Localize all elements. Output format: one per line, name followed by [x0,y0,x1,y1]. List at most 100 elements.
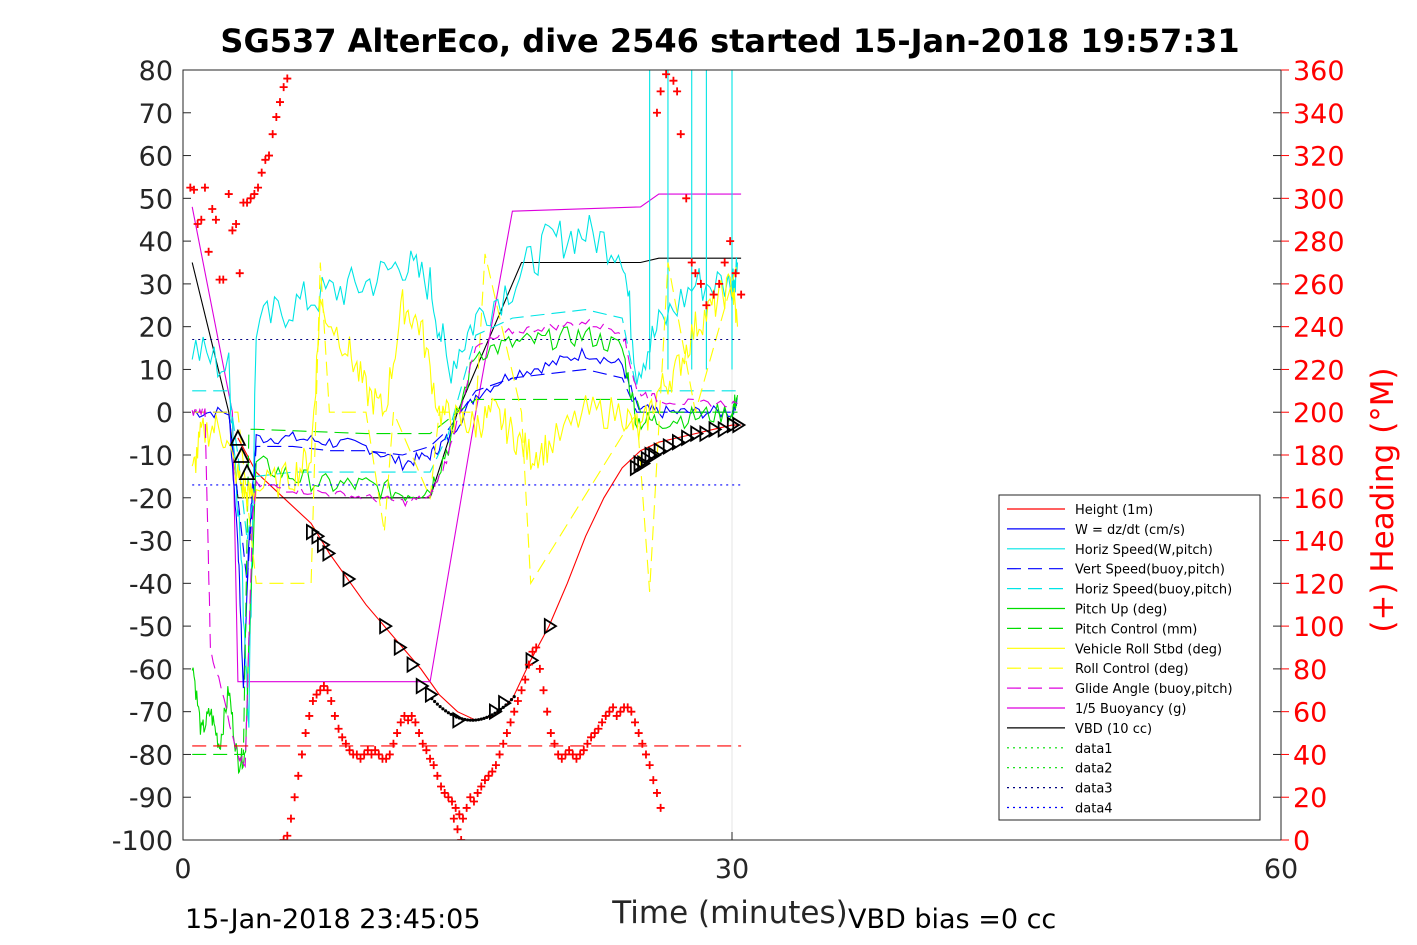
heading-point [224,190,233,199]
heading-point [323,686,332,695]
heading-point [360,750,369,759]
heading-point [444,793,453,802]
depth-marker [488,703,503,721]
left-tick-label: -80 [129,740,173,771]
heading-point [437,782,446,791]
heading-point [453,825,462,834]
series-layer [191,70,742,775]
right-tick-label: 200 [1293,398,1345,429]
heading-point [612,711,621,720]
depth-dot [496,709,500,714]
heading-point [297,750,306,759]
depth-dot [465,718,470,722]
heading-point [491,761,500,770]
heading-point [290,793,299,802]
heading-point [601,711,610,720]
right-tick-label: 100 [1293,612,1345,643]
heading-point [469,797,478,806]
left-tick-label: 20 [139,313,173,344]
heading-point [484,771,493,780]
heading-point [524,660,533,669]
depth-dot [441,707,445,711]
heading-point [449,814,458,823]
depth-marker [543,617,558,635]
depth-marker [406,655,421,674]
left-tick-label: -50 [129,612,173,643]
heading-point [702,301,711,310]
heading-point [638,739,647,748]
heading-point [268,130,277,139]
legend-label: data3 [1075,782,1113,797]
heading-point [367,750,376,759]
heading-point [499,739,508,748]
left-tick-label: 40 [139,227,173,258]
heading-point [422,746,431,755]
heading-point [382,754,391,763]
depth-dot [493,711,497,715]
heading-point [502,729,511,738]
legend-label: Pitch Control (mm) [1075,622,1197,637]
depth-marker [342,570,357,588]
heading-point [433,771,442,780]
depth-marker [322,544,337,563]
heading-point [352,750,361,759]
depth-marker [233,445,251,463]
heading-point [286,814,295,823]
right-tick-label: 260 [1293,270,1345,301]
heading-point [341,739,350,748]
heading-point [356,754,365,763]
heading-point [590,729,599,738]
depth-dot [457,716,461,720]
left-tick-label: -10 [129,441,173,472]
heading-point [415,729,424,738]
heading-point [673,87,682,96]
left-tick-label: -40 [129,569,173,600]
legend-label: Vert Speed(buoy,pitch) [1075,563,1225,578]
heading-point [312,690,321,699]
depth-dot [446,711,450,715]
depth-dot [463,717,467,722]
depth-dot [452,714,456,718]
left-tick-label: -20 [129,484,173,515]
heading-point [652,788,661,797]
depth-dot [449,712,453,716]
series-line-w [192,347,738,689]
heading-point [451,803,460,812]
heading-point [219,275,228,284]
depth-dot [444,709,448,713]
heading-point [656,87,665,96]
footer-timestamp: 15-Jan-2018 23:45:05 [185,904,481,935]
heading-point [455,810,464,819]
right-tick-label: 20 [1293,783,1327,814]
heading-point [197,215,206,224]
depth-marker [662,437,677,456]
heading-point [480,776,489,785]
heading-point [440,788,449,797]
depth-markers [229,416,747,729]
heading-point [709,290,718,299]
heading-point [535,664,544,673]
depth-marker [681,429,695,447]
left-tick-label: 80 [139,56,173,87]
heading-point [477,782,486,791]
heading-point [257,168,266,177]
depth-marker [717,420,732,438]
depth-marker [690,424,705,443]
series-line-pitch_control [192,398,738,755]
heading-point [572,754,581,763]
heading-point [627,707,636,716]
heading-point [400,711,409,720]
heading-point [691,269,700,278]
depth-marker [379,617,393,635]
left-tick-label: 50 [139,184,173,215]
right-tick-label: 240 [1293,313,1345,344]
heading-point [687,258,696,267]
left-tick-label: -60 [129,655,173,686]
heading-point [652,108,661,117]
left-tick-label: 70 [139,99,173,130]
heading-point [371,746,380,755]
legend-label: 1/5 Buoyancy (g) [1075,702,1186,717]
depth-marker [393,638,408,657]
left-tick-label: -90 [129,783,173,814]
heading-point [385,750,394,759]
